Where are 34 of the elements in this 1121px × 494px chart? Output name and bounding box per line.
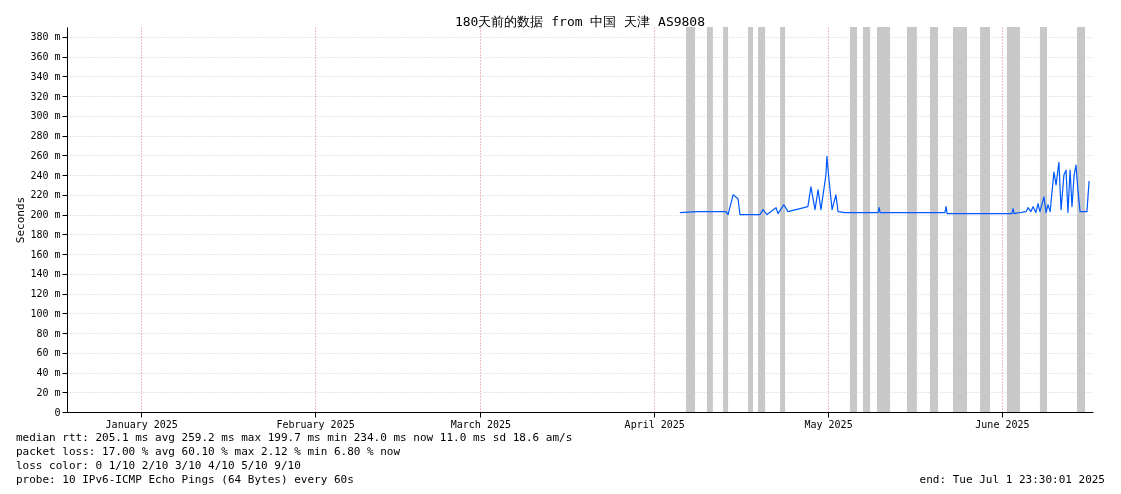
x-tick-label: February 2025 — [276, 418, 355, 430]
y-tick-label: 240 m — [30, 169, 61, 181]
y-tick-label: 20 m — [36, 386, 61, 398]
y-tick-label: 100 m — [30, 307, 61, 319]
y-tick-label: 40 m — [36, 367, 61, 379]
y-tick-label: 140 m — [30, 268, 61, 280]
text: end: Tue Jul 1 23:30:01 2025 — [919, 473, 1105, 486]
y-tick-label: 80 m — [36, 327, 61, 339]
x-tick-label: April 2025 — [624, 418, 685, 430]
text: probe: 10 IPv6-ICMP Echo Pings (64 Bytes) every 60s — [16, 473, 354, 486]
chart-title: 180天前的数据 from 中国 天津 AS9808 — [454, 14, 706, 29]
y-tick-label: 360 m — [30, 51, 61, 63]
y-tick-label: 380 m — [30, 31, 61, 43]
y-tick-label: 60 m — [36, 347, 61, 359]
y-tick-label: 0 — [54, 406, 61, 418]
y-axis-title: Seconds — [14, 196, 28, 244]
x-tick-label: March 2025 — [450, 418, 511, 430]
y-tick-label: 300 m — [30, 110, 61, 122]
y-tick-label: 340 m — [30, 70, 61, 82]
x-tick-label: May 2025 — [804, 418, 853, 430]
y-tick-label: 160 m — [30, 248, 61, 260]
y-tick-label: 320 m — [30, 90, 61, 102]
y-tick-label: 180 m — [30, 228, 61, 240]
text: loss color: 0 1/10 2/10 3/10 4/10 5/10 9/10 — [16, 459, 301, 472]
y-tick-label: 120 m — [30, 288, 61, 300]
x-tick-label: June 2025 — [975, 418, 1030, 430]
line-series — [679, 155, 1090, 216]
y-tick-label: 200 m — [30, 209, 61, 221]
x-tick-label: January 2025 — [105, 418, 178, 430]
text: median rtt: 205.1 ms avg 259.2 ms max 199.7 ms min 234.0 ms now 11.0 ms sd 18.6 am/s — [16, 431, 573, 444]
y-tick-label: 280 m — [30, 130, 61, 142]
y-tick-label: 260 m — [30, 149, 61, 161]
text: packet loss: 17.00 % avg 60.10 % max 2.12 % min 6.80 % now — [16, 445, 401, 458]
y-tick-label: 220 m — [30, 189, 61, 201]
